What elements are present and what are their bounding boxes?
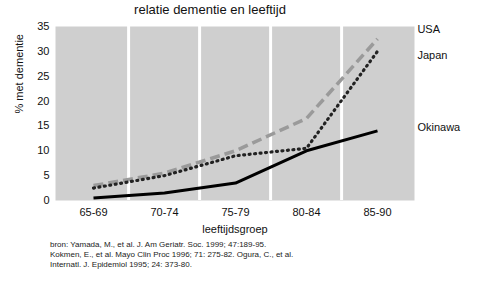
svg-text:70-74: 70-74 [150, 206, 178, 218]
svg-text:0: 0 [43, 194, 49, 206]
svg-text:Japan: Japan [417, 49, 447, 61]
svg-text:30: 30 [37, 45, 49, 57]
svg-text:USA: USA [417, 23, 440, 35]
svg-text:35: 35 [37, 20, 49, 32]
html-text:Internatl. J. Epidemiol 1995;: Internatl. J. Epidemiol 1995; 24: 373-80… [50, 260, 192, 269]
svg-text:Okinawa: Okinawa [417, 121, 461, 133]
svg-text:65-69: 65-69 [79, 206, 107, 218]
svg-text:85-90: 85-90 [363, 206, 391, 218]
svg-text:10: 10 [37, 144, 49, 156]
svg-text:80-84: 80-84 [292, 206, 320, 218]
html-text:bron: Yamada, M., et al. J. Am: bron: Yamada, M., et al. J. Am Geriatr. … [50, 240, 267, 249]
svg-text:5: 5 [43, 169, 49, 181]
html-text:relatie dementie en leeftijd: relatie dementie en leeftijd [134, 2, 286, 17]
svg-text:75-79: 75-79 [221, 206, 249, 218]
svg-text:% met dementie: % met dementie [13, 34, 25, 113]
svg-text:25: 25 [37, 70, 49, 82]
html-text:Kokmen, E., et al. Mayo Clin P: Kokmen, E., et al. Mayo Clin Proc 1996; … [50, 250, 294, 259]
svg-text:20: 20 [37, 95, 49, 107]
svg-text:leeftijdsgroep: leeftijdsgroep [202, 223, 267, 235]
svg-text:15: 15 [37, 119, 49, 131]
